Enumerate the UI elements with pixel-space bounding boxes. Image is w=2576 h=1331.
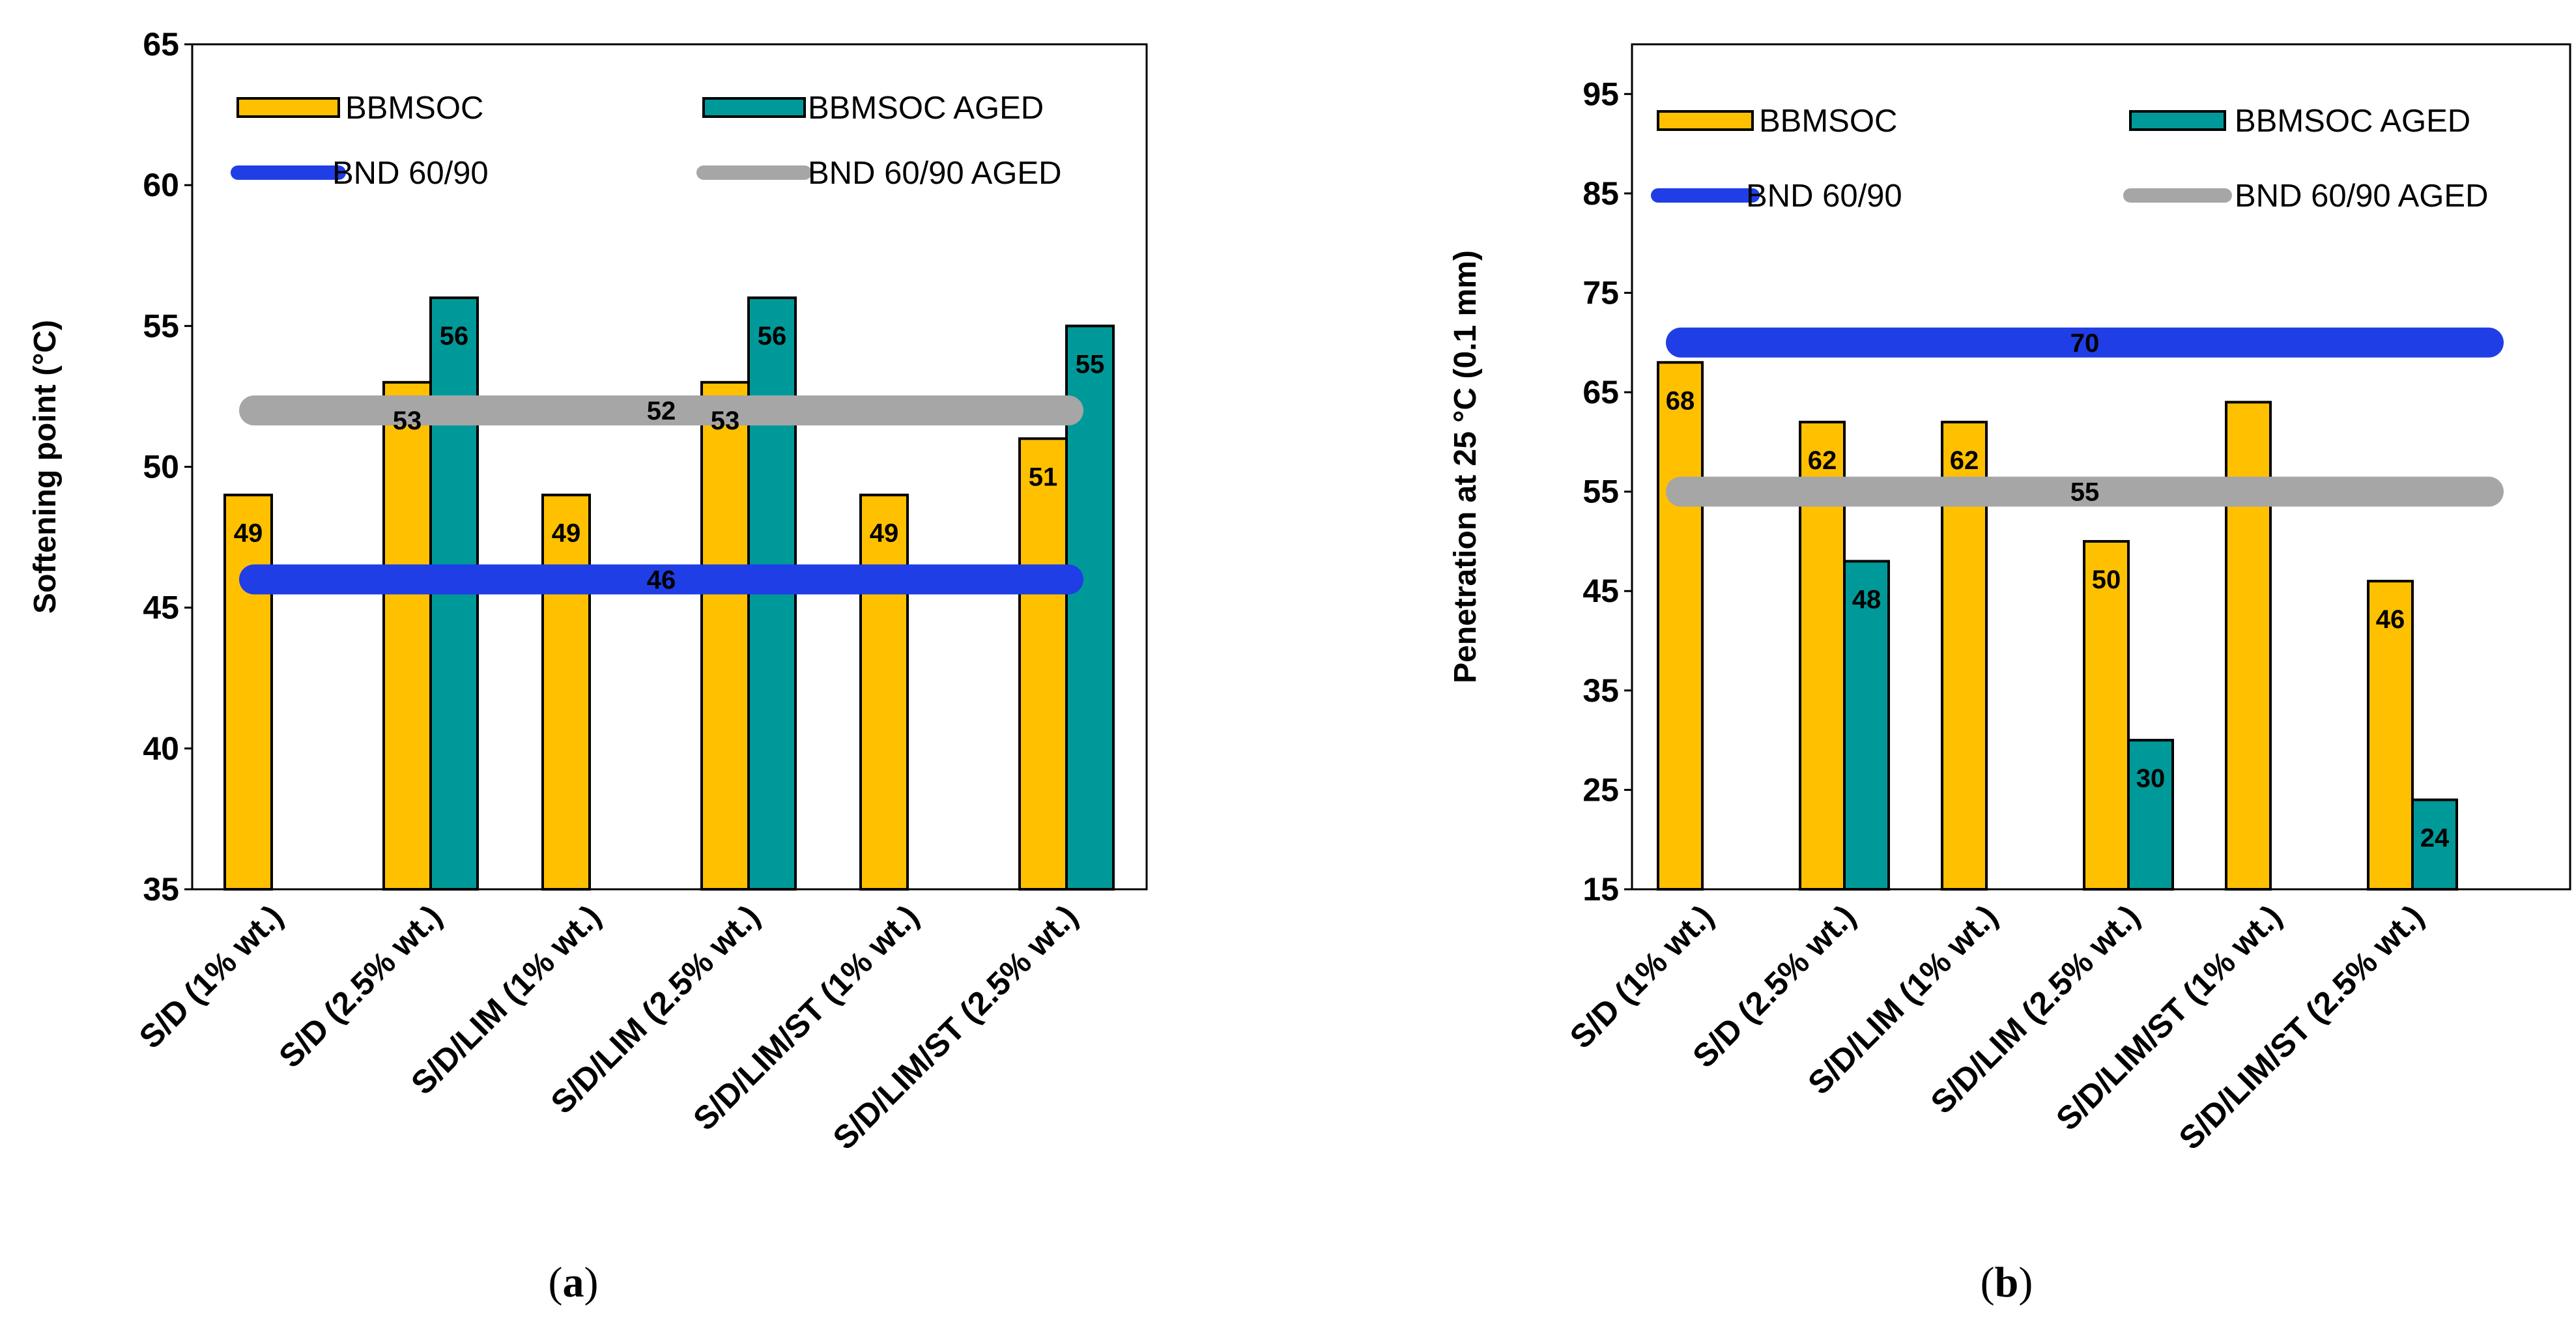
bar-bbmsoc	[700, 380, 750, 891]
y-tick-label: 35	[143, 871, 179, 908]
panel-label-letter: b	[1995, 1259, 2019, 1306]
legend-label-bnd-aged: BND 60/90 AGED	[808, 156, 1061, 191]
x-tick-label: S/D (1% wt.)	[132, 898, 290, 1055]
bar-data-label: 56	[758, 322, 787, 351]
y-tick-label: 45	[143, 590, 179, 626]
bar-data-label: 50	[2092, 565, 2121, 594]
legend-swatch-bbmsoc-aged	[702, 97, 806, 118]
reference-line-label: 55	[2070, 478, 2100, 507]
bar-data-label: 51	[1029, 463, 1058, 491]
panel-label: (a)	[549, 1259, 599, 1306]
reference-line-label: 52	[647, 397, 676, 425]
y-tick-label: 55	[143, 308, 179, 344]
bar-data-label: 62	[1808, 446, 1837, 475]
legend-label-bnd-aged: BND 60/90 AGED	[2235, 179, 2488, 214]
legend-label-bnd: BND 60/90	[332, 156, 489, 191]
y-tick-label: 65	[143, 26, 179, 63]
y-axis-title: Penetration at 25 °C (0.1 mm)	[1448, 250, 1483, 683]
legend-swatch-bbmsoc	[1657, 110, 1754, 131]
panel-label-paren: )	[584, 1259, 599, 1306]
bar-data-label: 68	[1666, 386, 1695, 415]
y-tick-label: 75	[1582, 274, 1619, 311]
bar-data-label: 30	[2136, 764, 2166, 793]
bar-bbmsoc	[1018, 437, 1068, 891]
bar-bbmsoc	[1657, 361, 1704, 891]
bar-bbmsoc-aged	[2411, 798, 2458, 891]
x-tick-label: S/D/LIM/ST (2.5% wt.)	[2172, 898, 2431, 1156]
y-tick-label: 95	[1582, 76, 1619, 112]
reference-line-label: 70	[2070, 329, 2100, 358]
y-tick-label: 15	[1582, 871, 1619, 908]
bar-bbmsoc	[2367, 579, 2414, 891]
legend-label-bbmsoc-aged: BBMSOC AGED	[2235, 104, 2470, 139]
bar-data-label: 62	[1950, 446, 1979, 475]
bar-data-label: 55	[1076, 350, 1105, 379]
bar-bbmsoc	[2083, 539, 2130, 891]
panel-label-paren: (	[1981, 1259, 1995, 1306]
bar-bbmsoc	[223, 493, 273, 891]
bar-data-label: 49	[552, 519, 581, 548]
bar-data-label: 49	[870, 519, 899, 548]
chart-b: 15 25 35 45 55 65 75 85 95 Penetration at 25 °C (…	[1448, 43, 2571, 1306]
x-tick-label: S/D (1% wt.)	[1563, 898, 1721, 1055]
y-tick-label: 85	[1582, 175, 1619, 212]
bar-data-label: 24	[2420, 824, 2450, 853]
bar-bbmsoc-aged	[2127, 739, 2174, 891]
bar-data-label: 53	[393, 407, 422, 435]
bar-data-label: 56	[440, 322, 469, 351]
bar-data-label: 48	[1852, 585, 1882, 614]
panel-label-paren: )	[2018, 1259, 2033, 1306]
bar-bbmsoc	[859, 493, 909, 891]
bar-data-label: 53	[711, 407, 740, 435]
reference-line-label: 46	[647, 565, 676, 594]
chart-a: 35 40 45 50 55 60 65 Softening point (°C) 46 52 49…	[28, 26, 1148, 1306]
bar-data-label: 49	[234, 519, 263, 548]
y-tick-label: 50	[143, 449, 179, 485]
bar-bbmsoc	[2225, 401, 2272, 891]
panel-label-paren: (	[549, 1259, 563, 1306]
y-tick-label: 25	[1582, 771, 1619, 808]
bar-bbmsoc	[382, 380, 432, 891]
x-tick-label: S/D (2.5% wt.)	[272, 898, 448, 1074]
panel-label: (b)	[1981, 1259, 2033, 1306]
legend-label-bbmsoc-aged: BBMSOC AGED	[808, 91, 1044, 126]
bar-data-label: 46	[2376, 605, 2405, 634]
legend-label-bnd: BND 60/90	[1746, 179, 1902, 214]
bar-bbmsoc	[541, 493, 591, 891]
y-tick-label: 55	[1582, 474, 1619, 510]
legend-label-bbmsoc: BBMSOC	[345, 91, 483, 126]
y-tick-label: 65	[1582, 374, 1619, 410]
y-tick-label: 45	[1582, 573, 1619, 609]
legend-swatch-bbmsoc	[236, 97, 340, 118]
legend-swatch-bbmsoc-aged	[2129, 110, 2226, 131]
bar-bbmsoc-aged	[1843, 560, 1890, 891]
panel-label-letter: a	[563, 1259, 584, 1306]
y-tick-label: 60	[143, 167, 179, 203]
y-tick-label: 40	[143, 730, 179, 767]
bar-bbmsoc-aged	[1065, 324, 1115, 891]
y-axis-title: Softening point (°C)	[28, 320, 63, 614]
y-tick-label: 35	[1582, 672, 1619, 709]
legend-label-bbmsoc: BBMSOC	[1759, 104, 1897, 139]
